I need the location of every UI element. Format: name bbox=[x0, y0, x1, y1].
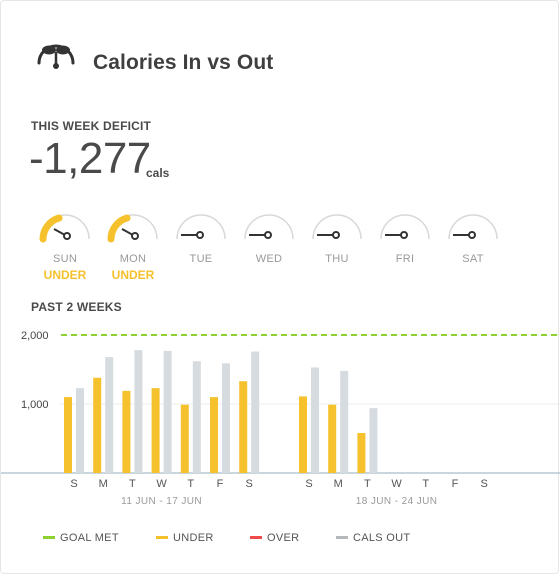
legend-label: CALS OUT bbox=[353, 532, 411, 544]
gauge-dial-icon bbox=[448, 214, 498, 240]
bar-cals-out bbox=[192, 361, 201, 473]
x-tick-label: S bbox=[70, 478, 77, 490]
legend-cals-out: CALS OUT bbox=[336, 532, 410, 544]
y-tick-label: 2,000 bbox=[21, 330, 49, 342]
bar-cals-out bbox=[311, 367, 319, 473]
bar-cals-out bbox=[134, 350, 143, 473]
gauge-day-label: TUE bbox=[189, 253, 213, 265]
gauge-status: UNDER bbox=[111, 268, 155, 282]
gauge-day-label: MON bbox=[119, 253, 147, 265]
bar-cals-in bbox=[151, 388, 160, 473]
card-title: Calories In vs Out bbox=[93, 51, 274, 74]
bar-cals-out bbox=[163, 350, 172, 473]
legend-goal-met: GOAL MET bbox=[43, 532, 119, 544]
legend-over: OVER bbox=[250, 532, 299, 544]
gauge-dial-icon bbox=[312, 214, 362, 240]
bar-cals-in bbox=[180, 404, 189, 473]
gauge-sun[interactable]: SUN UNDER bbox=[37, 209, 93, 289]
deficit-value: -1,277 bbox=[29, 134, 151, 183]
gauge-fri[interactable]: FRI bbox=[377, 209, 433, 289]
y-tick-label: 1,000 bbox=[21, 399, 49, 411]
gauge-day-label: FRI bbox=[395, 253, 415, 265]
gauge-dial-icon bbox=[244, 214, 294, 240]
legend-swatch bbox=[43, 535, 55, 539]
x-tick-label: W bbox=[156, 478, 167, 490]
gauge-dial-icon bbox=[176, 214, 226, 240]
legend-swatch bbox=[250, 535, 262, 539]
deficit-label: THIS WEEK DEFICIT bbox=[31, 119, 152, 133]
bar-chart: 1,000 2,000 S M T W T F S 11 JUN - 17 JUN S M T W T F S 1… bbox=[1, 330, 560, 507]
x-tick-label: M bbox=[334, 478, 343, 490]
bar-cals-in bbox=[239, 381, 248, 473]
bar-cals-in bbox=[210, 397, 218, 473]
x-tick-label: M bbox=[99, 478, 108, 490]
bar-cals-in bbox=[299, 396, 307, 473]
bar-cals-out bbox=[369, 408, 378, 473]
gauge-day-label: SAT bbox=[462, 253, 484, 265]
history-label: PAST 2 WEEKS bbox=[31, 300, 122, 314]
x-tick-label: T bbox=[422, 478, 429, 490]
gauge-day-label: THU bbox=[325, 253, 349, 265]
x-tick-label: T bbox=[187, 478, 194, 490]
x-tick-label: F bbox=[452, 478, 459, 490]
deficit-unit: cals bbox=[146, 166, 170, 180]
bar-cals-out bbox=[105, 357, 114, 473]
gauge-dial-icon bbox=[39, 214, 90, 243]
x-tick-label: T bbox=[129, 478, 136, 490]
week-range-label: 11 JUN - 17 JUN bbox=[121, 496, 202, 507]
chart-legend: GOAL MET UNDER OVER CALS OUT bbox=[1, 532, 560, 548]
x-tick-label: S bbox=[481, 478, 488, 490]
gauge-tue[interactable]: TUE bbox=[173, 209, 229, 289]
legend-swatch bbox=[156, 535, 168, 539]
legend-label: UNDER bbox=[173, 532, 214, 544]
week-range-label: 18 JUN - 24 JUN bbox=[356, 496, 438, 507]
gauge-sat[interactable]: SAT bbox=[445, 209, 501, 289]
bar-cals-in bbox=[64, 397, 72, 473]
x-tick-label: T bbox=[364, 478, 371, 490]
legend-swatch bbox=[336, 535, 348, 539]
bar-cals-in bbox=[122, 390, 131, 473]
gauge-day-label: WED bbox=[255, 253, 283, 265]
gauge-mon[interactable]: MON UNDER bbox=[105, 209, 161, 289]
x-tick-label: W bbox=[391, 478, 402, 490]
bar-cals-in bbox=[93, 377, 102, 473]
x-tick-label: S bbox=[246, 478, 253, 490]
gauge-thu[interactable]: THU bbox=[309, 209, 365, 289]
x-tick-label: S bbox=[305, 478, 312, 490]
gauge-dial-icon bbox=[380, 214, 430, 240]
legend-label: GOAL MET bbox=[60, 532, 119, 544]
gauge-status: UNDER bbox=[43, 268, 87, 282]
gauge-day-label: SUN bbox=[52, 253, 78, 265]
bar-cals-in bbox=[328, 404, 337, 473]
bar-cals-in bbox=[357, 432, 366, 473]
gauge-wed[interactable]: WED bbox=[241, 209, 297, 289]
gauge-dial-icon bbox=[107, 214, 158, 243]
bar-cals-out bbox=[76, 388, 84, 473]
bar-cals-out bbox=[222, 363, 230, 473]
bar-cals-out bbox=[340, 370, 349, 473]
bar-cals-out bbox=[251, 351, 260, 473]
x-tick-label: F bbox=[217, 478, 224, 490]
legend-under: UNDER bbox=[156, 532, 214, 544]
scale-gauge-icon bbox=[37, 44, 75, 69]
legend-label: OVER bbox=[267, 532, 300, 544]
